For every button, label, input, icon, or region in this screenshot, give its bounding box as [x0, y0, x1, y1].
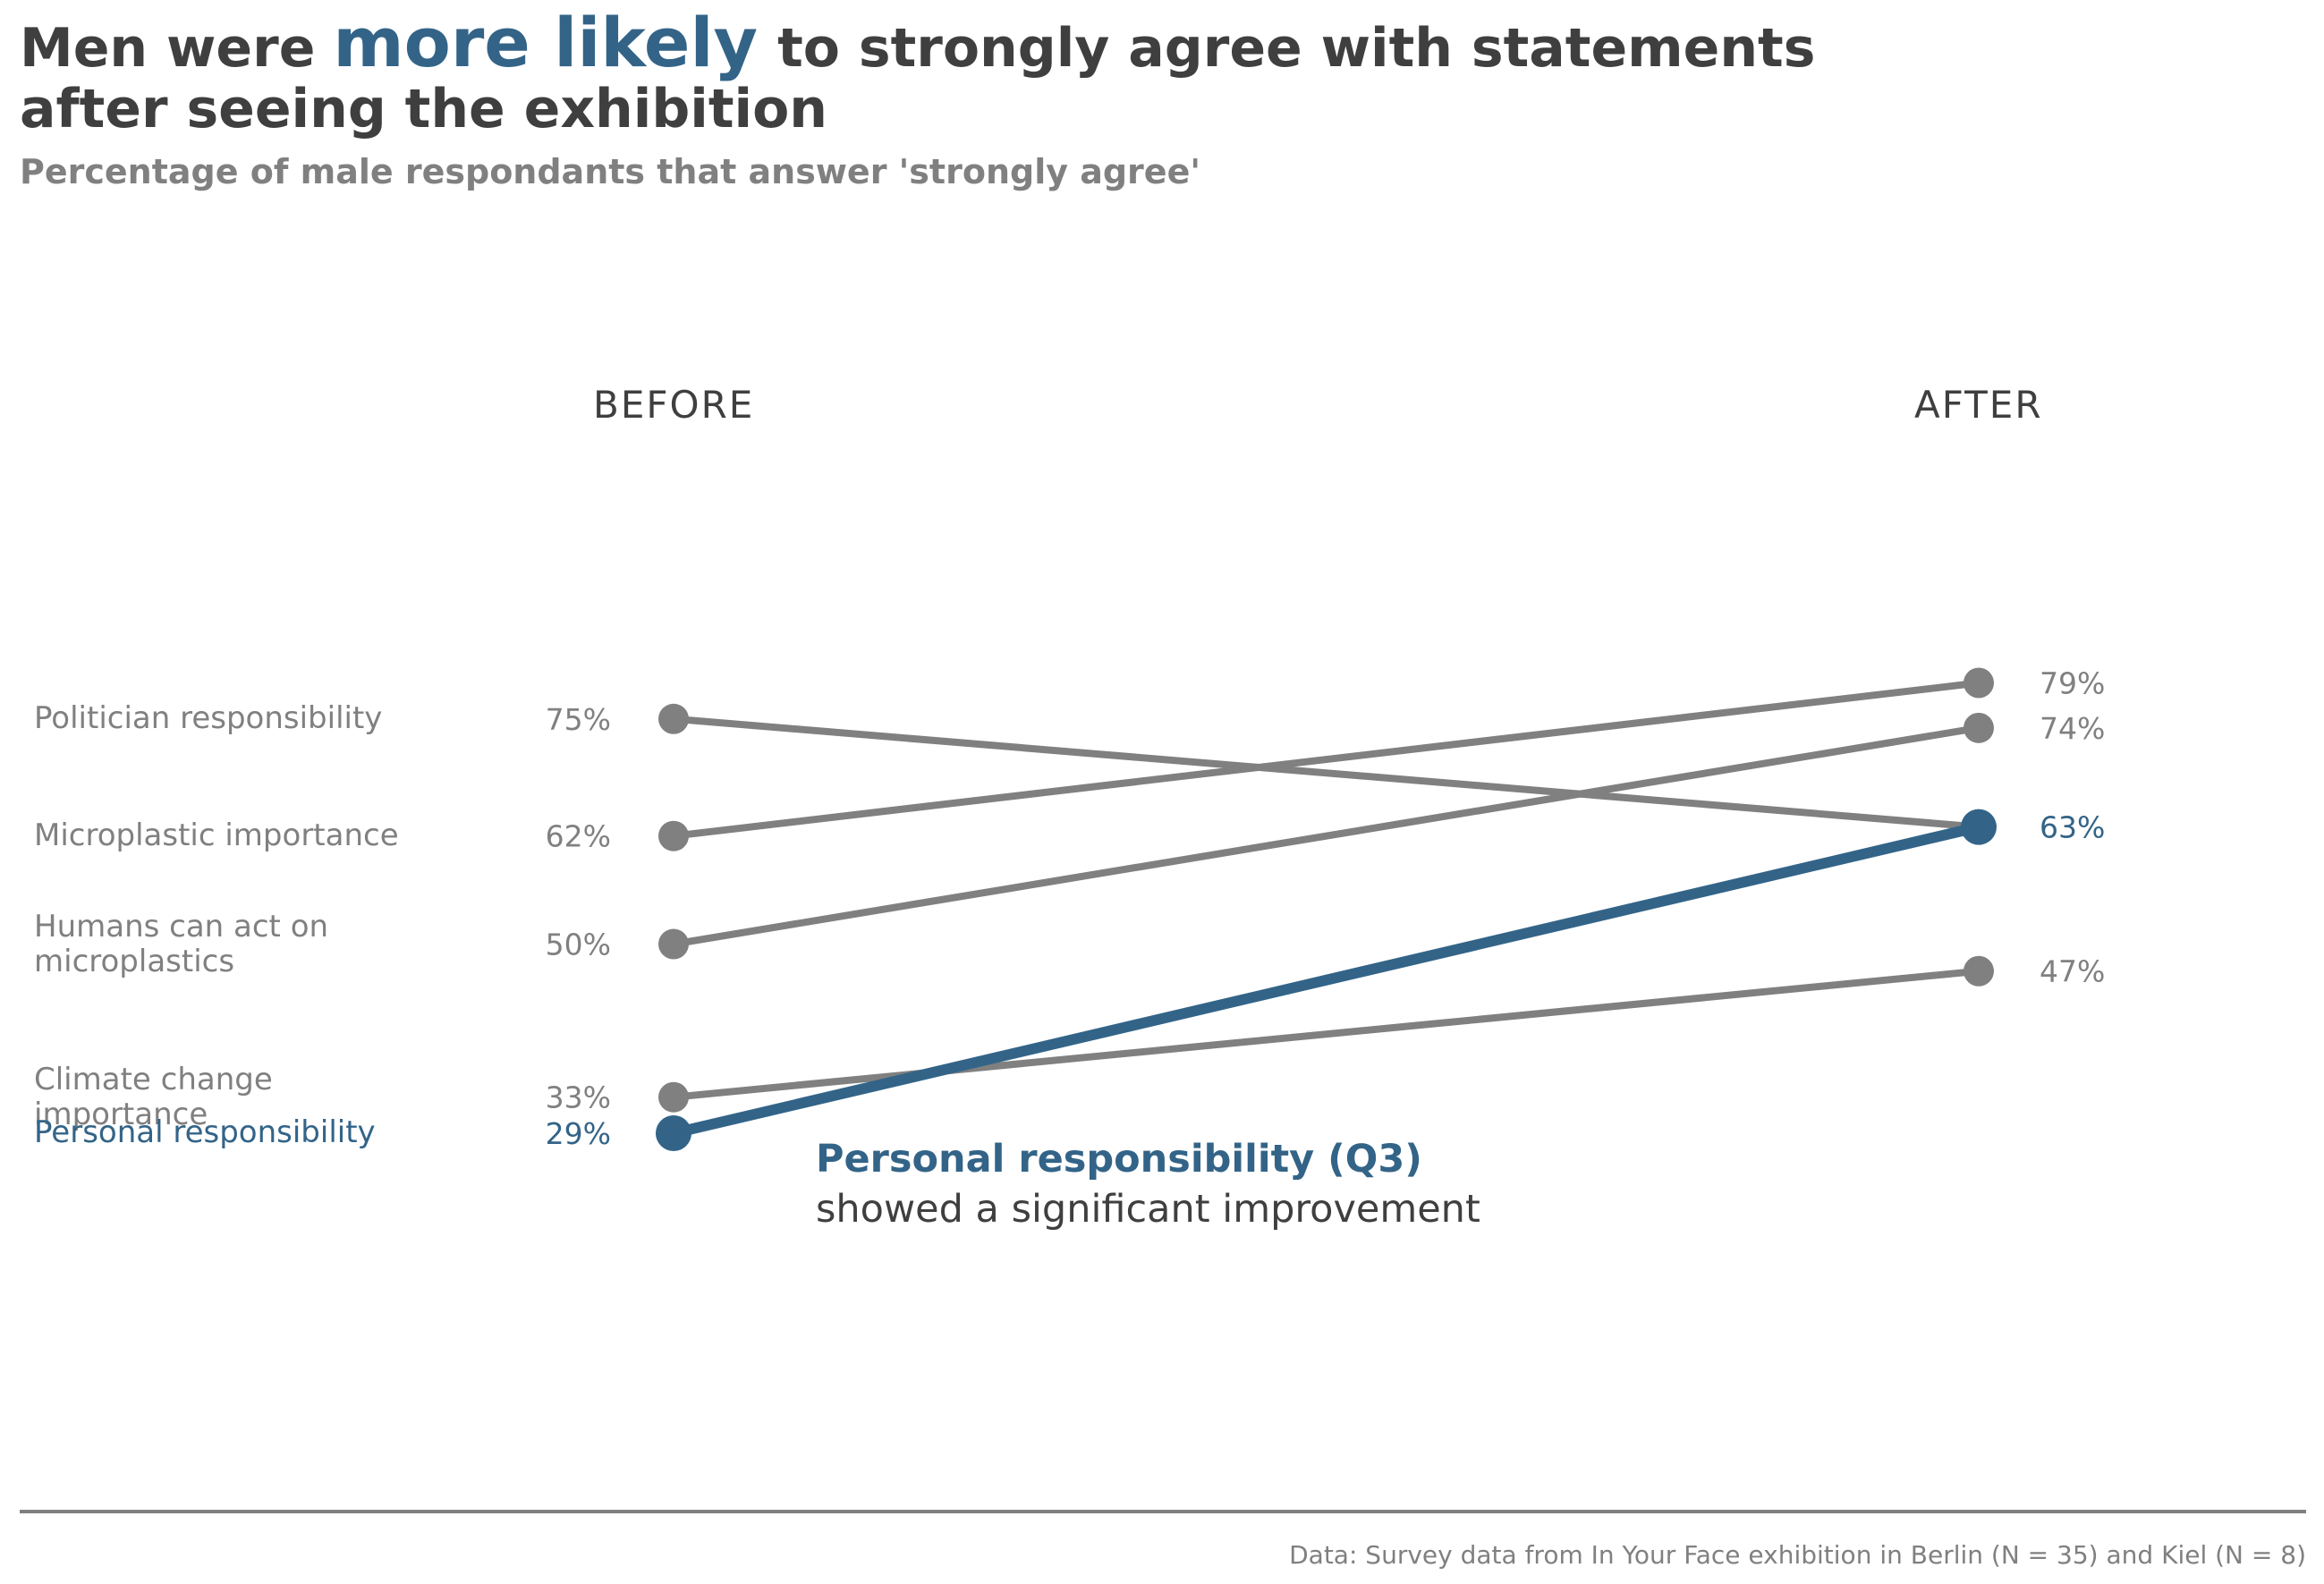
title-part-2: to strongly agree with statements	[777, 17, 1816, 80]
column-header-after: AFTER	[1914, 383, 2043, 427]
row-label-humans-can-act-on-microplastics: Humans can act on microplastics	[34, 908, 329, 979]
row-label-line: importance	[34, 1096, 208, 1132]
row-label-line: Microplastic importance	[34, 817, 399, 853]
row-label-climate-change-importance: Climate change importance	[34, 1061, 273, 1132]
source-note: Data: Survey data from In Your Face exhi…	[1289, 1540, 2306, 1570]
point-after-humans-can-act-on-microplastics	[1964, 712, 1994, 743]
title-line-1: Men were more likely to strongly agree wit…	[20, 9, 1816, 80]
value-label-after-personal-responsibility: 63%	[2040, 810, 2105, 845]
annotation: Personal responsibility (Q3) showed a si…	[816, 1134, 1480, 1234]
series-humans-can-act-on-microplastics: 50% 74%	[546, 711, 2106, 962]
value-label-after-climate-change-importance: 47%	[2040, 954, 2105, 989]
chart-title: Men were more likely to strongly agree wit…	[20, 9, 1816, 140]
value-label-before-politician-responsibility: 75%	[546, 702, 611, 737]
chart-subtitle: Percentage of male respondants that answ…	[20, 152, 1200, 191]
point-after-microplastic-importance	[1964, 667, 1994, 699]
row-label-line: microplastics	[34, 943, 235, 979]
row-label-line: Humans can act on	[34, 908, 329, 944]
annotation-headline: Personal responsibility (Q3)	[816, 1137, 1422, 1182]
series-microplastic-importance: 62% 79%	[546, 666, 2106, 854]
value-label-before-humans-can-act-on-microplastics: 50%	[546, 928, 611, 962]
column-header-before: BEFORE	[593, 383, 755, 427]
slope-line-climate-change-importance	[670, 967, 1982, 1101]
series-politician-responsibility: 75%	[546, 702, 1994, 843]
title-part-1: Men were	[20, 17, 316, 80]
series-climate-change-importance: 33% 47%	[546, 954, 2106, 1115]
title-line-2: after seeing the exhibition	[20, 78, 828, 140]
slope-line-politician-responsibility	[670, 715, 1982, 831]
value-label-after-humans-can-act-on-microplastics: 74%	[2040, 711, 2105, 746]
point-after-climate-change-importance	[1964, 955, 1994, 987]
row-label-line: Personal responsibility	[34, 1114, 376, 1150]
slope-line-humans-can-act-on-microplastics	[670, 724, 1982, 948]
row-label-personal-responsibility: Personal responsibility	[34, 1115, 376, 1150]
slope-line-microplastic-importance	[670, 679, 1982, 840]
point-before-politician-responsibility	[658, 703, 689, 734]
point-after-personal-responsibility	[1961, 809, 1997, 845]
row-label-line: Politician responsibility	[34, 699, 383, 736]
value-label-before-microplastic-importance: 62%	[546, 819, 611, 854]
title-highlight: more likely	[333, 3, 759, 82]
row-label-politician-responsibility: Politician responsibility	[34, 699, 383, 736]
row-label-microplastic-importance: Microplastic importance	[34, 817, 399, 853]
point-before-humans-can-act-on-microplastics	[658, 928, 689, 960]
point-before-climate-change-importance	[658, 1081, 689, 1113]
row-label-line: Climate change	[34, 1061, 273, 1097]
footer-divider	[20, 1510, 2306, 1513]
value-label-before-personal-responsibility: 29%	[546, 1116, 611, 1151]
value-label-before-climate-change-importance: 33%	[546, 1080, 611, 1115]
slope-line-personal-responsibility	[668, 821, 1984, 1139]
series-personal-responsibility: 29% 63%	[546, 809, 2105, 1151]
annotation-text: showed a significant improvement	[816, 1187, 1480, 1232]
value-label-after-microplastic-importance: 79%	[2040, 666, 2105, 701]
point-before-personal-responsibility	[656, 1115, 691, 1151]
point-before-microplastic-importance	[658, 820, 689, 851]
